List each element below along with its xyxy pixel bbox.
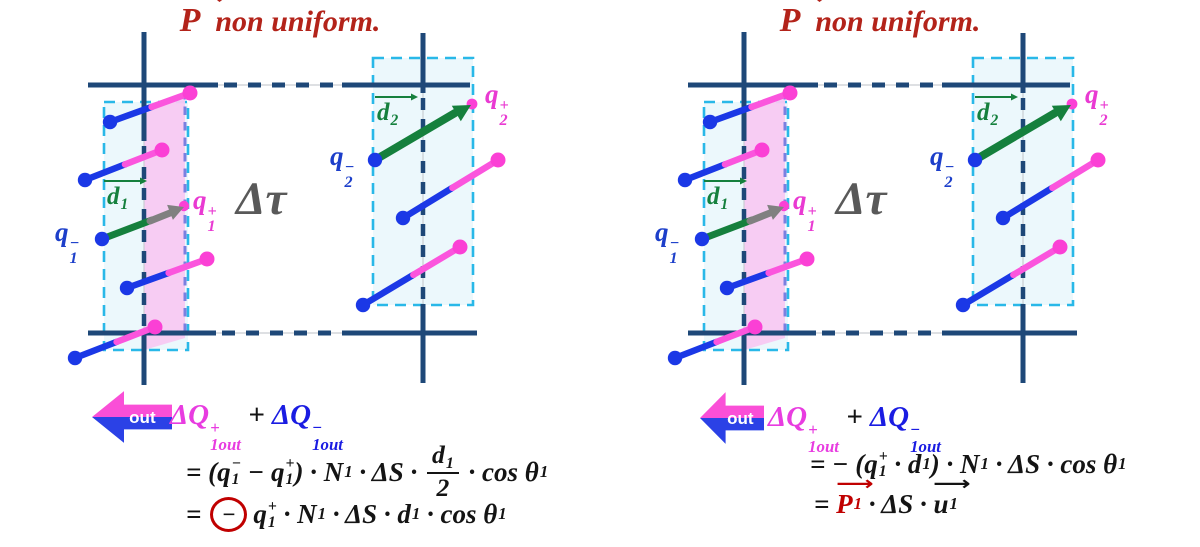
dq-plus-term: ΔQ +1out	[170, 399, 241, 455]
q1-dipole-arrow	[94, 200, 190, 247]
p1-vector: ⟶ P	[836, 472, 874, 519]
panel-left: ⟶P non uniform.	[55, 0, 549, 532]
label-d2: d2	[977, 99, 999, 129]
title-text: non uniform.	[200, 5, 381, 38]
vector-arrow-icon: ⟶	[180, 0, 227, 9]
label-delta-tau: Δτ	[836, 173, 887, 225]
label-d1: d1	[107, 183, 129, 213]
label-q2-minus: q −2	[330, 141, 355, 192]
d1-vector-mark	[104, 177, 147, 185]
panel-title: ⟶P non uniform.	[80, 0, 480, 40]
panel-title: ⟶P non uniform.	[680, 0, 1080, 40]
sum-line: ΔQ +1out + ΔQ −1out	[170, 399, 343, 455]
label-q2-plus: q +2	[485, 79, 509, 130]
dq-plus-term: ΔQ +1out	[768, 401, 839, 457]
dq-minus-term: ΔQ −1out	[272, 399, 343, 455]
d1-over-2-fraction: d1 2	[427, 440, 459, 502]
vector-arrow-icon: ⟶	[836, 472, 874, 496]
q2-dipole-arrow	[367, 98, 478, 168]
dipoles	[67, 85, 506, 366]
label-q2-minus: q −2	[930, 141, 955, 192]
out-arrow: out	[92, 391, 172, 443]
label-d1: d1	[707, 183, 729, 213]
dipoles	[667, 85, 1106, 366]
circled-minus: −	[210, 497, 248, 532]
p-vector-symbol: ⟶P	[780, 0, 827, 40]
p-vector-symbol: ⟶P	[180, 0, 227, 40]
d2-vector-mark	[975, 93, 1018, 101]
label-q1-plus: q +1	[193, 185, 217, 236]
dq-minus-term: ΔQ −1out	[870, 401, 941, 457]
label-q1-minus: q −1	[655, 217, 680, 268]
label-q1-minus: q −1	[55, 217, 80, 268]
polarization-diagram	[67, 32, 506, 385]
right-equation-line3: = ⟶ P 1 · ΔS · ⟶ u 1	[814, 472, 972, 519]
q2-dipole-arrow	[967, 98, 1078, 168]
out-arrow-label: out	[129, 407, 156, 427]
label-delta-tau: Δτ	[236, 173, 287, 225]
label-q2-plus: q +2	[1085, 79, 1109, 130]
out-arrow-label: out	[727, 408, 754, 428]
d1-vector-mark	[704, 177, 747, 185]
u1-vector: ⟶ u	[933, 472, 972, 519]
polarization-diagram	[667, 32, 1106, 385]
vector-arrow-icon: ⟶	[933, 472, 972, 496]
label-d2: d2	[377, 99, 399, 129]
q1-dipole-arrow	[694, 200, 790, 247]
label-q1-plus: q +1	[793, 185, 817, 236]
panel-right: ⟶P non uniform.	[600, 0, 1200, 547]
sum-line: ΔQ +1out + ΔQ −1out	[768, 401, 941, 457]
vector-arrow-icon: ⟶	[780, 0, 827, 9]
out-arrow: out	[700, 392, 764, 444]
d2-vector-mark	[375, 93, 418, 101]
title-text: non uniform.	[800, 5, 981, 38]
